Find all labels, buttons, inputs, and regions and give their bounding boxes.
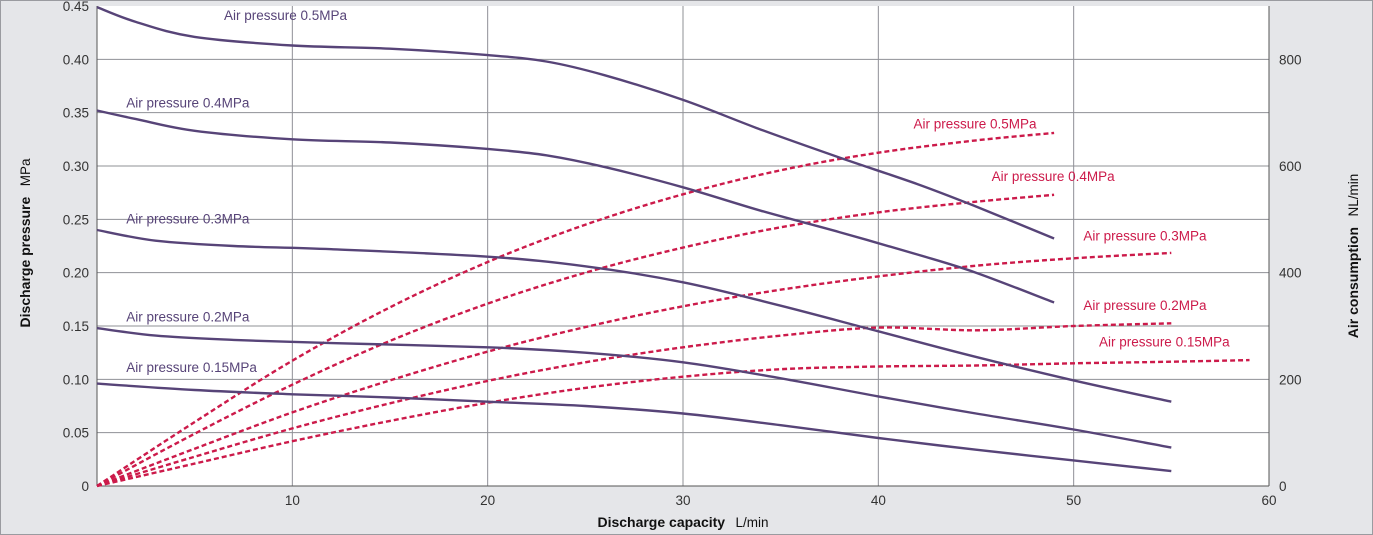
air-consumption-series: Air pressure 0.5MPa Air pressure 0.4MPa Ai… <box>96 117 1250 488</box>
pressure-line-air-pressure-0-4mpa <box>96 109 1055 304</box>
x-axis-unit: L/min <box>736 515 769 530</box>
y2-axis-unit: NL/min <box>1346 174 1361 217</box>
y2-tick-label: 600 <box>1279 159 1302 174</box>
x-tick-label: 30 <box>675 493 690 508</box>
air-consumption-label: Air pressure 0.4MPa <box>992 169 1116 184</box>
air-consumption-line-air-pressure-0-2mpa <box>96 322 1172 488</box>
air-consumption-label: Air pressure 0.2MPa <box>1083 298 1207 313</box>
y-tick-label: 0.15 <box>63 319 89 334</box>
pressure-line-air-pressure-0-5mpa <box>96 5 1055 240</box>
x-axis-title: Discharge capacity L/min <box>597 514 768 531</box>
y-tick-label: 0.40 <box>63 52 89 67</box>
x-tick-label: 10 <box>285 493 300 508</box>
y2-tick-label: 200 <box>1279 372 1302 387</box>
y2-tick-label: 800 <box>1279 52 1302 67</box>
y-tick-label: 0.35 <box>63 106 89 121</box>
discharge-pressure-series: Air pressure 0.5MPa Air pressure 0.4MPa Ai… <box>96 5 1172 473</box>
air-consumption-line-air-pressure-0-5mpa <box>96 131 1055 488</box>
pressure-line-air-pressure-0-3mpa <box>96 228 1172 403</box>
y-tick-label: 0.25 <box>63 212 89 227</box>
air-consumption-line-air-pressure-0-4mpa <box>96 193 1055 488</box>
y-tick-label: 0.05 <box>63 426 89 441</box>
y-axis-title-text: Discharge pressure <box>17 197 33 328</box>
y-tick-label: 0.20 <box>63 266 89 281</box>
pressure-series-label: Air pressure 0.4MPa <box>126 95 250 110</box>
y2-axis-title-text: Air consumption <box>1345 227 1361 338</box>
x-axis-title-text: Discharge capacity <box>597 514 725 530</box>
pressure-series-label: Air pressure 0.5MPa <box>224 8 348 23</box>
tick-labels: 10 20 30 40 50 6000.050.100.150.200.250.300.3… <box>63 0 1302 508</box>
y-axis-unit: MPa <box>18 158 33 186</box>
grid <box>97 6 1269 486</box>
air-consumption-label: Air pressure 0.5MPa <box>913 117 1037 132</box>
x-tick-label: 20 <box>480 493 495 508</box>
y2-tick-label: 400 <box>1279 266 1302 281</box>
y-tick-label: 0.10 <box>63 372 89 387</box>
y-tick-label: 0 <box>81 479 89 494</box>
pressure-line-air-pressure-0-15mpa <box>96 382 1172 473</box>
y-tick-label: 0.30 <box>63 159 89 174</box>
axes <box>96 6 1270 487</box>
y-axis-title: Discharge pressure MPa <box>17 158 34 327</box>
air-consumption-line-air-pressure-0-15mpa <box>96 358 1250 488</box>
y2-axis-title: Air consumption NL/min <box>1345 174 1362 338</box>
x-tick-label: 60 <box>1261 493 1276 508</box>
pressure-series-label: Air pressure 0.2MPa <box>126 310 250 325</box>
x-tick-label: 50 <box>1066 493 1081 508</box>
air-consumption-label: Air pressure 0.15MPa <box>1099 334 1230 349</box>
y-tick-label: 0.45 <box>63 0 89 14</box>
pressure-series-label: Air pressure 0.3MPa <box>126 212 250 227</box>
x-tick-label: 40 <box>871 493 886 508</box>
pressure-series-label: Air pressure 0.15MPa <box>126 360 257 375</box>
air-consumption-label: Air pressure 0.3MPa <box>1083 229 1207 244</box>
pressure-line-air-pressure-0-2mpa <box>96 326 1172 449</box>
air-consumption-line-air-pressure-0-3mpa <box>96 251 1172 488</box>
y2-tick-label: 0 <box>1279 479 1287 494</box>
